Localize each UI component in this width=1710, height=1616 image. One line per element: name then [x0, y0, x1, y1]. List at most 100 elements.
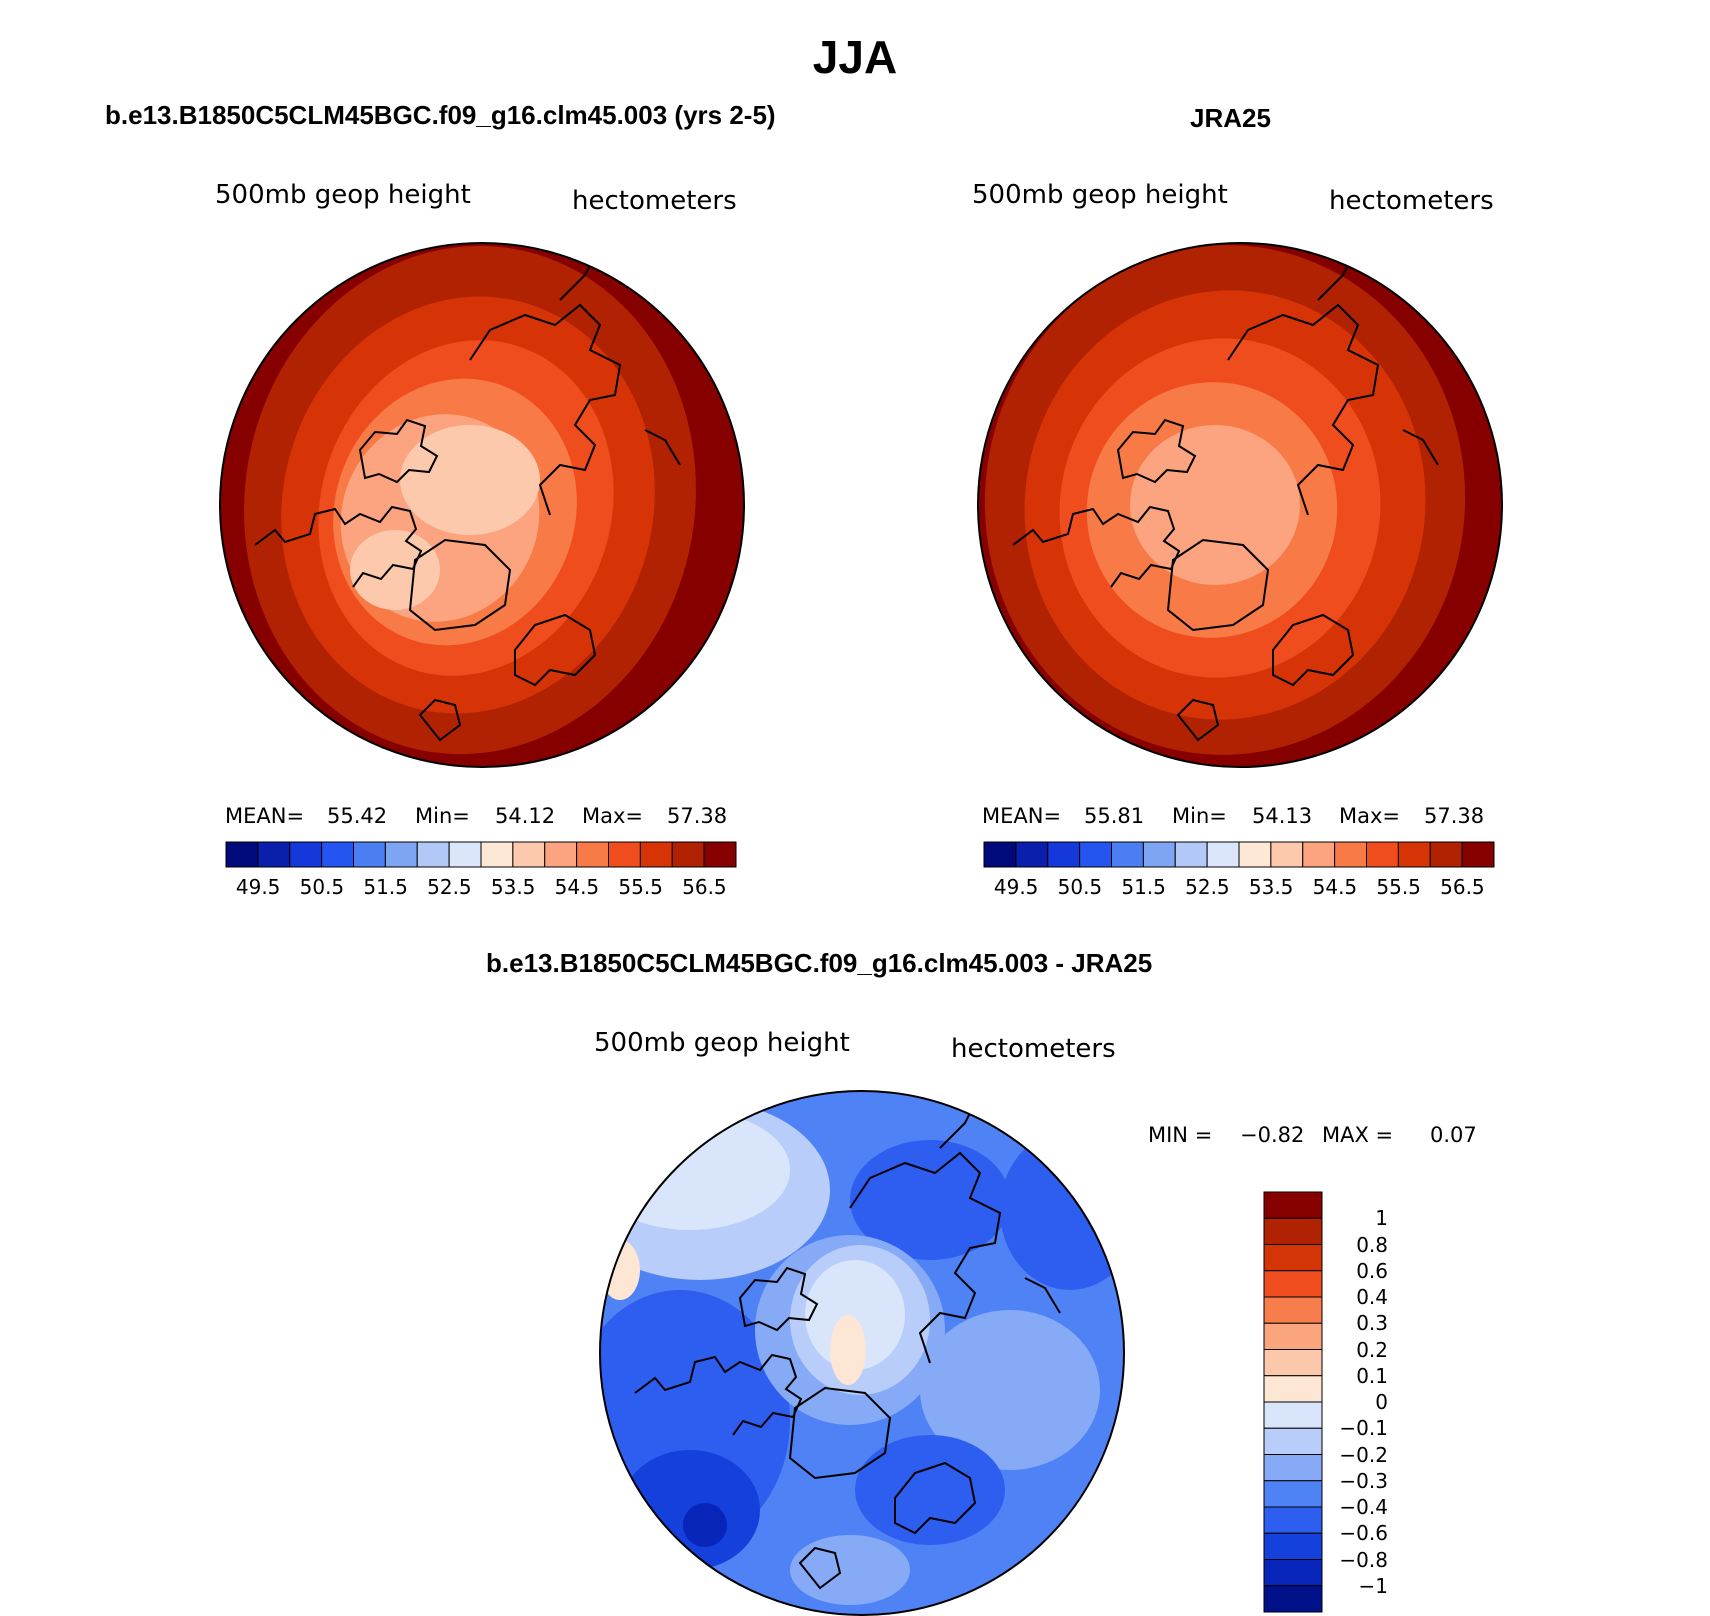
- colorbar-cell: [225, 841, 259, 868]
- colorbar-tick-label: 49.5: [993, 875, 1039, 899]
- colorbar-cell: [1263, 1480, 1323, 1508]
- colorbar-tick-label: 54.5: [554, 875, 600, 899]
- colorbar-cell: [1366, 841, 1399, 868]
- colorbar-cell: [1263, 1427, 1323, 1455]
- colorbar-cell: [1263, 1191, 1323, 1219]
- panel-3-max-label: MAX =: [1322, 1123, 1394, 1147]
- colorbar-cell: [1263, 1322, 1323, 1350]
- panel-2-field-label: 500mb geop height: [972, 180, 1228, 210]
- colorbar-tick-label: 0: [1375, 1390, 1388, 1414]
- colorbar-tick-label: 52.5: [427, 875, 472, 899]
- colorbar-tick-label: 53.5: [490, 875, 536, 899]
- panel-2-colorbar: [983, 841, 1495, 868]
- panel-3-title: b.e13.B1850C5CLM45BGC.f09_g16.clm45.003 …: [486, 948, 1153, 978]
- colorbar-tick-label: −0.4: [1339, 1495, 1388, 1519]
- colorbar-cell: [1047, 841, 1081, 868]
- colorbar-tick-label: −0.1: [1339, 1416, 1388, 1441]
- colorbar-cell: [1429, 841, 1463, 868]
- panel-3-min-value: −0.82: [1240, 1123, 1305, 1147]
- colorbar-tick-label: 0.1: [1356, 1363, 1388, 1388]
- colorbar-cell: [983, 841, 1017, 868]
- colorbar-tick-label: 0.4: [1356, 1285, 1388, 1309]
- colorbar-cell: [1174, 841, 1208, 868]
- panel-3-colorbar: [1263, 1191, 1323, 1613]
- colorbar-cell: [703, 841, 737, 868]
- panel-2-max-label: Max=: [1339, 804, 1401, 828]
- colorbar-cell: [1111, 841, 1144, 868]
- colorbar-cell: [1238, 841, 1272, 868]
- panel-1-map: [220, 243, 744, 767]
- colorbar-cell: [384, 841, 418, 868]
- colorbar-tick-label: 0.2: [1356, 1337, 1388, 1362]
- colorbar-cell: [289, 841, 323, 868]
- colorbar-cell: [1270, 841, 1304, 868]
- panel-1-min-value: 54.12: [495, 804, 556, 828]
- panel-2-title: JRA25: [1190, 103, 1271, 133]
- colorbar-tick-label: −1: [1358, 1573, 1388, 1598]
- colorbar-tick-label: 56.5: [682, 875, 727, 899]
- colorbar-tick-label: 56.5: [1440, 875, 1485, 899]
- panel-1-field-label: 500mb geop height: [215, 180, 471, 210]
- colorbar-cell: [639, 841, 673, 868]
- colorbar-cell: [1206, 841, 1240, 868]
- colorbar-cell: [480, 841, 514, 868]
- panel-1-title: b.e13.B1850C5CLM45BGC.f09_g16.clm45.003 …: [105, 100, 776, 130]
- colorbar-cell: [1263, 1244, 1323, 1272]
- colorbar-cell: [1302, 841, 1336, 868]
- colorbar-tick-label: 0.8: [1356, 1232, 1388, 1257]
- colorbar-tick-label: 55.5: [1376, 875, 1421, 899]
- colorbar-tick-label: 51.5: [1121, 875, 1166, 899]
- colorbar-cell: [1263, 1401, 1323, 1429]
- colorbar-tick-label: 54.5: [1312, 875, 1358, 899]
- panel-2-min-value: 54.13: [1252, 804, 1313, 828]
- colorbar-tick-label: 50.5: [1057, 875, 1103, 899]
- colorbar-cell: [353, 841, 386, 868]
- panel-2-map-border: [977, 242, 1503, 768]
- colorbar-tick-label: 51.5: [363, 875, 408, 899]
- panel-1-max-label: Max=: [582, 804, 644, 828]
- colorbar-cell: [1263, 1532, 1323, 1560]
- colorbar-tick-label: 0.6: [1356, 1258, 1388, 1283]
- colorbar-tick-label: 52.5: [1185, 875, 1230, 899]
- colorbar-cell: [1461, 841, 1495, 868]
- panel-2-map: [978, 243, 1502, 767]
- panel-3-max-value: 0.07: [1430, 1123, 1477, 1147]
- colorbar-tick-label: 53.5: [1248, 875, 1294, 899]
- colorbar-cell: [257, 841, 291, 868]
- colorbar-cell: [576, 841, 609, 868]
- colorbar-tick-label: 50.5: [299, 875, 345, 899]
- colorbar-tick-label: 1: [1375, 1206, 1388, 1231]
- panel-2-mean-label: MEAN=: [982, 804, 1062, 828]
- panel-1-map-border: [219, 242, 745, 768]
- colorbar-cell: [1263, 1454, 1323, 1482]
- panel-2-max-value: 57.38: [1424, 804, 1485, 828]
- panel-2-units-label: hectometers: [1329, 186, 1494, 216]
- panel-2-mean-value: 55.81: [1084, 804, 1145, 828]
- colorbar-cell: [1334, 841, 1367, 868]
- colorbar-cell: [1263, 1296, 1323, 1324]
- colorbar-cell: [608, 841, 641, 868]
- colorbar-tick-label: 49.5: [235, 875, 281, 899]
- colorbar-cell: [1263, 1559, 1323, 1587]
- colorbar-cell: [1263, 1349, 1323, 1377]
- panel-1-max-value: 57.38: [667, 804, 728, 828]
- colorbar-cell: [544, 841, 578, 868]
- panel-3-units-label: hectometers: [951, 1034, 1116, 1064]
- colorbar-cell: [1263, 1506, 1323, 1534]
- panel-1-mean-value: 55.42: [327, 804, 388, 828]
- panel-1-min-label: Min=: [415, 804, 470, 828]
- colorbar-cell: [512, 841, 546, 868]
- panel-3-min-label: MIN =: [1148, 1123, 1213, 1147]
- panel-3-field-label: 500mb geop height: [594, 1028, 850, 1058]
- colorbar-cell: [671, 841, 705, 868]
- colorbar-cell: [1015, 841, 1049, 868]
- colorbar-tick-label: −0.8: [1339, 1547, 1388, 1572]
- panel-1-mean-label: MEAN=: [225, 804, 305, 828]
- panel-2-min-label: Min=: [1172, 804, 1227, 828]
- colorbar-tick-label: 0.3: [1356, 1311, 1388, 1336]
- colorbar-cell: [1263, 1585, 1323, 1613]
- colorbar-cell: [1079, 841, 1112, 868]
- colorbar-tick-label: −0.6: [1339, 1521, 1388, 1546]
- page-title: JJA: [812, 31, 898, 83]
